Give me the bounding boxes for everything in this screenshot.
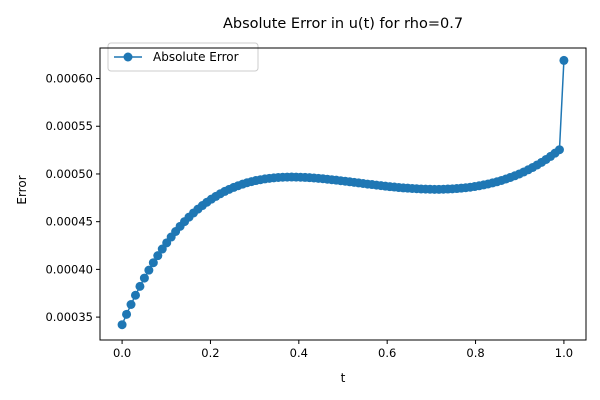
data-point — [122, 309, 132, 319]
x-tick-label: 0.8 — [466, 346, 484, 360]
data-point — [130, 290, 140, 300]
y-tick-label: 0.00040 — [45, 262, 93, 276]
series-line — [121, 60, 565, 326]
data-point — [148, 258, 158, 268]
y-tick-label: 0.00060 — [45, 72, 93, 86]
legend: Absolute Error — [107, 42, 259, 72]
data-point — [153, 251, 163, 261]
y-tick-label: 0.00045 — [45, 215, 93, 229]
y-tick-label: 0.00035 — [45, 310, 93, 324]
x-tick-label: 0.6 — [378, 346, 396, 360]
plot-area — [117, 55, 569, 330]
data-point — [144, 265, 154, 275]
x-tick-label: 0.2 — [201, 346, 219, 360]
chart-title: Absolute Error in u(t) for rho=0.7 — [223, 16, 463, 32]
data-point — [554, 145, 564, 155]
legend-dot-marker — [123, 52, 133, 62]
x-tick-label: 0.4 — [290, 346, 308, 360]
legend-label: Absolute Error — [153, 50, 239, 64]
data-point — [157, 244, 167, 254]
x-axis: 0.0 0.2 0.4 0.6 0.8 1.0 — [113, 340, 573, 360]
data-point — [139, 273, 149, 283]
y-axis-label: Error — [15, 175, 29, 204]
y-tick-label: 0.00050 — [45, 167, 93, 181]
data-point — [126, 300, 136, 309]
y-axis: 0.00035 0.00040 0.00045 0.00050 0.00055 0.000… — [45, 72, 100, 324]
legend-box — [107, 42, 259, 72]
x-tick-label: 0.0 — [113, 346, 131, 360]
data-point — [559, 55, 569, 65]
data-point — [135, 281, 145, 291]
x-axis-label: t — [341, 371, 346, 385]
data-point — [117, 320, 127, 330]
plot-frame — [99, 47, 587, 341]
x-tick-label: 1.0 — [555, 346, 573, 360]
y-tick-label: 0.00055 — [45, 119, 93, 133]
